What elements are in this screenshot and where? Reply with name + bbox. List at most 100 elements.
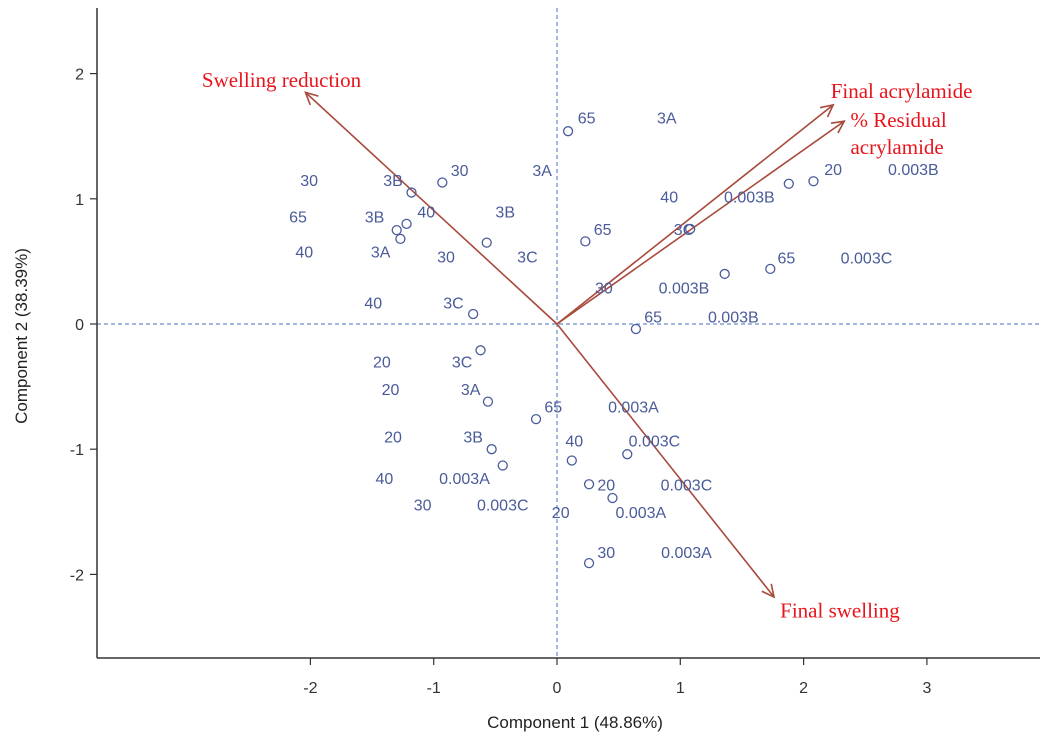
score-point — [401, 218, 412, 229]
point-label: 65 — [777, 251, 795, 268]
arrow-labels: Swelling reduction Final acrylamide % Resi… — [202, 68, 973, 623]
point-label: 65 — [578, 110, 596, 127]
y-tick-label: 2 — [75, 67, 84, 84]
score-point — [685, 223, 696, 234]
point-label: 30 — [437, 249, 455, 266]
score-point — [607, 492, 618, 504]
point-label: 3B — [383, 173, 403, 190]
point-label: 30 — [597, 545, 615, 562]
point-label: 40 — [364, 296, 382, 313]
point-label: 40 — [375, 471, 393, 488]
point-label: 20 — [597, 477, 615, 494]
score-point — [391, 224, 402, 236]
score-point — [530, 414, 542, 425]
point-label: 40 — [417, 204, 435, 221]
score-point — [395, 233, 406, 245]
y-tick-label: -1 — [70, 442, 84, 459]
point-label: 3B — [463, 430, 483, 447]
score-point — [630, 323, 642, 335]
reference-lines — [97, 8, 1040, 658]
point-label: 3B — [365, 209, 385, 226]
point-label: 65 — [544, 400, 562, 417]
score-point — [719, 268, 730, 280]
loading-arrow — [556, 103, 835, 325]
point-label: 40 — [295, 244, 313, 261]
point-label: 20 — [552, 505, 570, 522]
point-labels: 65 3A 30 3B 30 3A 65 3B 40 3B 40 0.003B 20 0.003B 40 3A… — [289, 110, 939, 561]
score-point — [468, 308, 479, 320]
point-label: 20 — [373, 355, 391, 372]
point-label: 20 — [824, 162, 842, 179]
loading-arrows — [304, 91, 846, 599]
point-label: 30 — [595, 281, 613, 298]
score-point — [566, 455, 577, 466]
score-point — [583, 479, 595, 490]
score-point — [486, 444, 497, 455]
point-label: 0.003B — [659, 281, 710, 298]
ticks: -2 -1 0 1 2 3 -2 -1 0 1 2 — [70, 67, 932, 697]
point-label: 65 — [644, 309, 662, 326]
point-label: 3C — [443, 296, 463, 313]
point-label: 30 — [451, 163, 469, 180]
score-point — [583, 557, 595, 569]
x-tick-label: 2 — [799, 680, 808, 697]
point-label: 65 — [289, 209, 307, 226]
y-tick-label: 1 — [75, 192, 84, 209]
point-label: 65 — [594, 222, 612, 239]
arrow-label: Final swelling — [780, 599, 900, 623]
point-label: 0.003C — [629, 433, 681, 450]
point-label: 30 — [300, 173, 318, 190]
y-tick-label: 0 — [75, 317, 84, 334]
score-point — [475, 345, 486, 356]
score-point — [482, 396, 494, 407]
loading-arrow — [304, 91, 558, 325]
score-point — [622, 449, 633, 460]
x-tick-label: 0 — [553, 680, 562, 697]
point-label: 3A — [461, 382, 481, 399]
point-label: 30 — [414, 497, 432, 514]
x-axis-title: Component 1 (48.86%) — [487, 713, 663, 732]
score-point — [497, 460, 508, 471]
arrow-label: acrylamide — [850, 135, 943, 159]
score-point — [808, 176, 819, 187]
point-label: 0.003B — [708, 309, 759, 326]
score-point — [562, 126, 574, 137]
arrow-label: Final acrylamide — [831, 79, 973, 103]
point-label: 3C — [452, 355, 472, 372]
loading-arrow — [556, 323, 776, 599]
point-label: 3C — [517, 249, 537, 266]
score-point — [783, 178, 794, 189]
arrow-label: Swelling reduction — [202, 68, 362, 92]
point-label: 40 — [660, 189, 678, 206]
point-label: 0.003C — [477, 497, 529, 514]
x-tick-label: -2 — [303, 680, 317, 697]
axes — [96, 8, 1040, 659]
point-label: 40 — [565, 433, 583, 450]
point-label: 0.003C — [841, 251, 893, 268]
point-label: 0.003A — [661, 545, 712, 562]
score-point — [765, 263, 776, 275]
point-label: 0.003A — [615, 505, 666, 522]
score-point — [580, 236, 591, 247]
loading-arrow — [556, 120, 846, 325]
point-label: 3B — [495, 204, 515, 221]
point-label: 3A — [532, 163, 552, 180]
point-label: 20 — [382, 382, 400, 399]
score-point — [481, 237, 492, 248]
point-label: 3A — [371, 244, 391, 261]
point-label: 0.003A — [608, 400, 659, 417]
point-label: 3C — [674, 222, 694, 239]
point-label: 20 — [384, 430, 402, 447]
arrow-label: % Residual — [850, 108, 946, 132]
y-tick-label: -2 — [70, 567, 84, 584]
point-label: 0.003C — [661, 477, 713, 494]
point-label: 0.003B — [724, 189, 775, 206]
point-label: 3A — [657, 110, 677, 127]
score-point — [406, 187, 417, 198]
point-label: 0.003B — [888, 162, 939, 179]
score-point — [437, 177, 448, 188]
score-points — [391, 126, 819, 569]
y-axis-title: Component 2 (38.39%) — [12, 248, 31, 424]
x-tick-label: 3 — [922, 680, 931, 697]
